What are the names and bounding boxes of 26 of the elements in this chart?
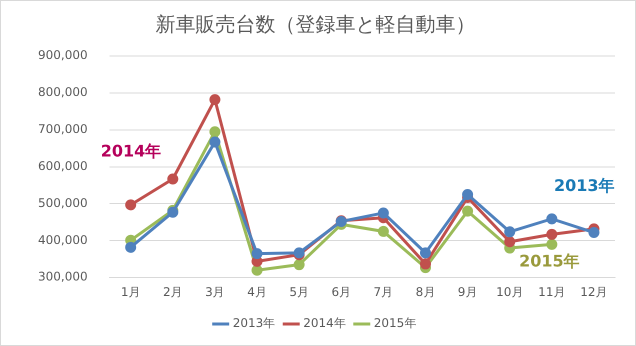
y-tick-label: 400,000 [38,232,88,247]
x-tick-label: 12月 [580,284,608,299]
y-tick-label: 900,000 [38,48,88,62]
chart-title: 新車販売台数（登録車と軽自動車） [156,12,476,36]
x-tick-label: 4月 [247,284,267,299]
annotation: 2013年 [554,176,615,195]
legend-label: 2015年 [374,316,416,330]
x-tick-label: 11月 [538,284,566,299]
legend-label: 2014年 [303,316,346,330]
x-tick-label: 6月 [331,284,352,299]
y-tick-label: 700,000 [38,122,88,136]
x-tick-label: 3月 [205,284,225,299]
annotation: 2014年 [100,142,162,161]
x-tick-label: 10月 [496,284,524,299]
legend-label: 2013年 [232,316,276,330]
x-tick-label: 5月 [289,284,309,299]
y-tick-label: 300,000 [38,270,88,284]
y-tick-label: 500,000 [38,196,88,210]
x-tick-label: 1月 [120,284,140,299]
y-tick-label: 800,000 [38,85,88,100]
annotation: 2015年 [519,252,580,271]
x-tick-label: 2月 [162,284,183,299]
x-tick-label: 9月 [458,284,478,299]
x-tick-label: 8月 [416,284,436,299]
x-tick-label: 7月 [374,284,394,299]
y-tick-label: 600,000 [38,158,88,173]
